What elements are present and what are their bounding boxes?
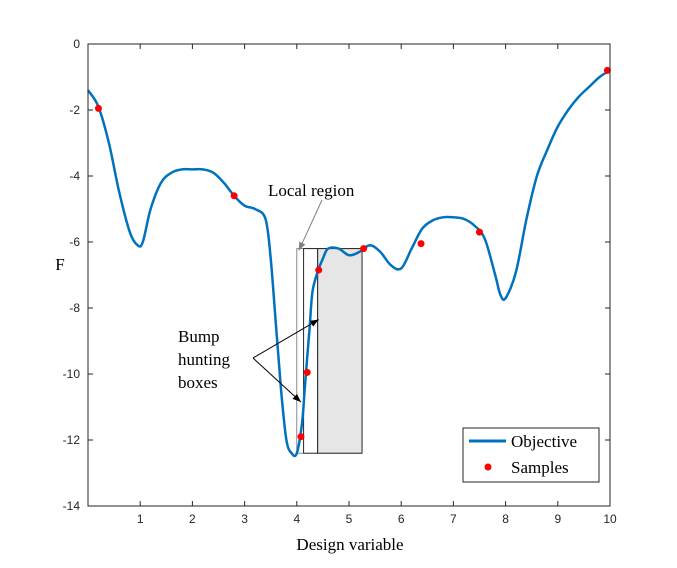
bump-label-line: hunting — [178, 350, 230, 369]
y-tick-label: -12 — [63, 433, 81, 447]
local-region-arrow-head — [298, 241, 306, 251]
sample-marker — [297, 433, 305, 441]
sample-marker — [230, 192, 238, 200]
x-tick-label: 7 — [450, 512, 457, 526]
annotations: Bump hunting boxes — [178, 199, 323, 403]
bump-box-2 — [317, 248, 363, 454]
sample-marker — [94, 104, 102, 112]
y-tick-label: -6 — [69, 235, 80, 249]
x-tick-label: 8 — [502, 512, 509, 526]
sample-marker — [417, 240, 425, 248]
sample-marker — [603, 66, 611, 74]
local-region-label: Local region — [268, 181, 355, 200]
x-tick-label: 6 — [398, 512, 405, 526]
x-tick-label: 5 — [346, 512, 353, 526]
x-tick-label: 9 — [554, 512, 561, 526]
sample-marker — [315, 266, 323, 274]
x-tick-label: 10 — [603, 512, 617, 526]
x-axis-label: Design variable — [296, 535, 403, 554]
legend: Objective Samples — [462, 427, 600, 483]
sample-marker — [303, 368, 311, 376]
sample-marker — [360, 245, 368, 253]
bump-arrow-1 — [252, 357, 302, 403]
legend-box — [462, 427, 600, 483]
legend-objective-label: Objective — [511, 432, 577, 451]
y-tick-label: -10 — [63, 367, 81, 381]
y-tick-label: -4 — [69, 169, 80, 183]
bump-label-line: boxes — [178, 373, 218, 392]
sample-marker — [476, 228, 483, 236]
tick-labels: 1 2 3 4 5 6 7 8 9 10 0 -2 -4 -6 -8 -10 -12 -14 — [63, 37, 617, 526]
y-tick-label: -14 — [63, 499, 81, 513]
bump-arrow-1-head — [292, 393, 301, 403]
axes — [87, 43, 611, 507]
legend-samples-label: Samples — [511, 458, 569, 477]
x-tick-label: 1 — [137, 512, 144, 526]
x-tick-label: 2 — [189, 512, 196, 526]
y-axis-label: F — [55, 255, 64, 274]
bump-arrow-2 — [252, 319, 319, 359]
y-tick-label: -2 — [69, 103, 80, 117]
y-tick-label: 0 — [73, 37, 80, 51]
legend-samples-marker — [484, 463, 492, 471]
bump-arrow-2-head — [309, 319, 319, 327]
x-tick-label: 3 — [241, 512, 248, 526]
bump-label-line: Bump — [178, 327, 220, 346]
local-region-arrow — [298, 199, 323, 251]
x-tick-label: 4 — [293, 512, 300, 526]
sample-marker-layer — [94, 66, 611, 441]
y-tick-label: -8 — [69, 301, 80, 315]
